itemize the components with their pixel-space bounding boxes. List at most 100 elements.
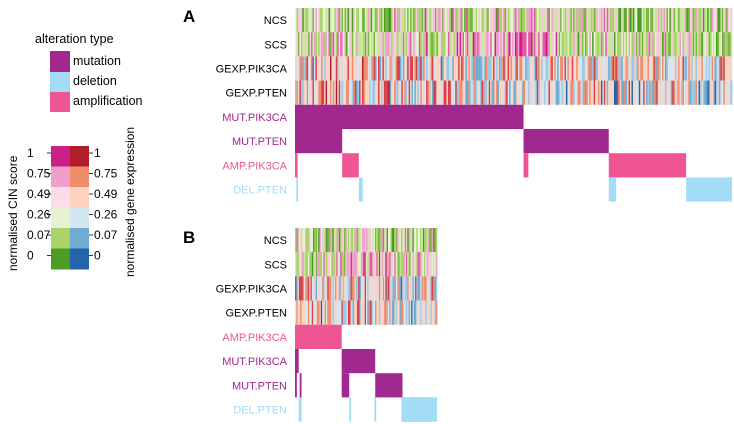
heatmap-cell <box>369 228 372 253</box>
heatmap-cell <box>596 80 599 105</box>
heatmap-cell <box>529 80 532 105</box>
heatmap-cell <box>484 32 487 57</box>
heatmap-cell <box>528 32 530 57</box>
heatmap-cell <box>509 80 511 105</box>
heatmap-cell <box>344 80 347 105</box>
heatmap-cell <box>557 32 560 57</box>
heatmap-cell <box>689 56 692 81</box>
heatmap-cell <box>418 300 421 325</box>
heatmap-cell <box>541 8 543 33</box>
heatmap-cell <box>347 56 350 81</box>
heatmap-cell <box>431 32 434 57</box>
heatmap-cell <box>654 8 657 33</box>
heatmap-cell <box>596 8 599 33</box>
heatmap-cell <box>468 32 471 57</box>
heatmap-cell <box>583 8 586 33</box>
heatmap-cell <box>625 32 628 57</box>
heatmap-cell <box>520 8 523 33</box>
heatmap-cell <box>386 32 389 57</box>
heatmap-cell <box>306 56 309 81</box>
row-label: MUT.PTEN <box>232 380 287 392</box>
heatmap-cell <box>421 228 424 253</box>
heatmap-cell <box>670 80 673 105</box>
heatmap-cell <box>704 32 707 57</box>
heatmap-cell <box>371 300 373 325</box>
heatmap-cell <box>711 8 714 33</box>
heatmap-cell <box>315 276 318 301</box>
heatmap-cell <box>341 8 344 33</box>
heatmap-cell <box>327 228 329 253</box>
heatmap-cell <box>314 228 316 253</box>
alteration-segment <box>295 153 298 178</box>
heatmap-cell <box>360 8 363 33</box>
heatmap-cell <box>388 56 391 81</box>
gexp-colorbar-tick: 0.26 <box>94 208 118 222</box>
heatmap-cell <box>362 32 364 57</box>
heatmap-cell <box>573 8 576 33</box>
heatmap-cell <box>628 8 631 33</box>
heatmap-cell <box>552 56 555 81</box>
heatmap-cell <box>608 32 610 57</box>
heatmap-cell <box>704 80 707 105</box>
alteration-segment <box>375 373 403 398</box>
heatmap-cell <box>367 276 369 301</box>
heatmap-cell <box>367 32 370 57</box>
heatmap-cell <box>619 32 622 57</box>
heatmap-cell <box>516 80 519 105</box>
heatmap-cell <box>300 228 302 253</box>
legend-swatch-mutation <box>50 51 70 72</box>
heatmap-cell <box>380 300 382 325</box>
heatmap-cell <box>580 32 583 57</box>
heatmap-cell <box>404 276 407 301</box>
heatmap-cell <box>297 228 300 253</box>
heatmap-cell <box>701 56 704 81</box>
heatmap-cell <box>729 56 731 81</box>
heatmap-cell <box>468 8 471 33</box>
heatmap-cell <box>332 32 335 57</box>
heatmap-cell <box>420 32 423 57</box>
heatmap-cell <box>666 32 669 57</box>
heatmap-cell <box>348 32 351 57</box>
heatmap-cell <box>391 228 394 253</box>
heatmap-cell <box>579 80 581 105</box>
heatmap-cell <box>466 80 469 105</box>
heatmap-cell <box>595 8 597 33</box>
heatmap-cell <box>672 32 675 57</box>
heatmap-cell <box>344 56 347 81</box>
heatmap-cell <box>297 56 300 81</box>
heatmap-cell <box>342 252 345 277</box>
heatmap-cell <box>325 228 328 253</box>
heatmap-cell <box>500 80 503 105</box>
heatmap-cell <box>561 8 564 33</box>
heatmap-cell <box>504 8 507 33</box>
heatmap-cell <box>298 228 301 253</box>
heatmap-cell <box>581 8 584 33</box>
heatmap-cell <box>648 8 651 33</box>
heatmap-cell <box>408 228 411 253</box>
heatmap-cell <box>395 252 398 277</box>
heatmap-cell <box>355 300 358 325</box>
heatmap-cell <box>496 80 498 105</box>
heatmap-cell <box>347 8 350 33</box>
heatmap-cell <box>715 8 718 33</box>
legend-item-mutation: mutation <box>73 54 121 68</box>
heatmap-cell <box>526 8 529 33</box>
heatmap-cell <box>517 56 520 81</box>
heatmap-cell <box>458 56 460 81</box>
heatmap-cell <box>431 80 434 105</box>
heatmap-cell <box>309 56 312 81</box>
heatmap-cell <box>519 80 522 105</box>
heatmap-cell <box>616 80 619 105</box>
heatmap-cell <box>335 8 338 33</box>
heatmap-cell <box>393 252 395 277</box>
heatmap-cell <box>491 80 494 105</box>
heatmap-cell <box>320 300 323 325</box>
heatmap-cell <box>430 228 433 253</box>
heatmap-cell <box>387 228 390 253</box>
heatmap-cell <box>381 276 384 301</box>
heatmap-cell <box>380 32 383 57</box>
heatmap-cell <box>385 8 388 33</box>
heatmap-cell <box>530 56 533 81</box>
panel-label-a: A <box>183 7 195 26</box>
heatmap-cell <box>401 8 404 33</box>
